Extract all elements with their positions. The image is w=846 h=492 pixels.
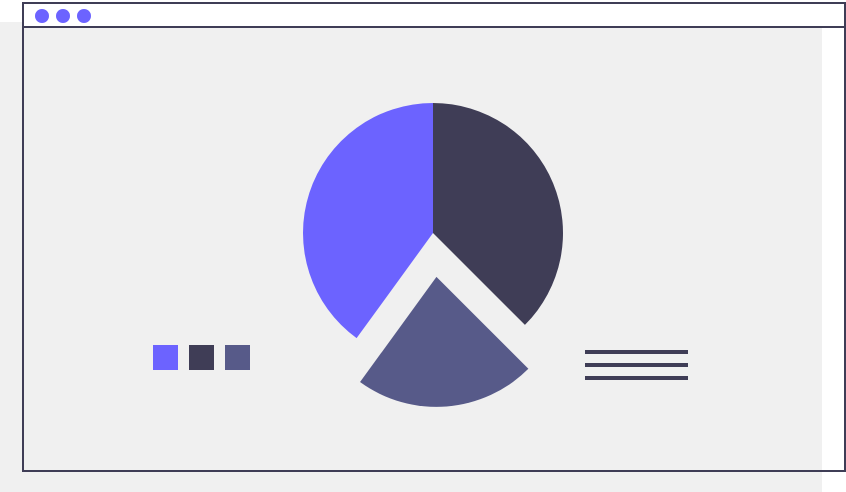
legend-swatch-3 bbox=[225, 345, 250, 370]
text-line-3 bbox=[585, 376, 688, 380]
browser-window bbox=[22, 2, 846, 472]
window-dot-3[interactable] bbox=[77, 9, 91, 23]
title-bar bbox=[24, 4, 844, 28]
legend-swatch-1 bbox=[153, 345, 178, 370]
text-line-1 bbox=[585, 350, 688, 354]
window-dot-2[interactable] bbox=[56, 9, 70, 23]
pie-slice-1 bbox=[433, 103, 564, 325]
text-line-2 bbox=[585, 363, 688, 367]
pie-slice-2 bbox=[360, 276, 529, 407]
window-dot-1[interactable] bbox=[35, 9, 49, 23]
text-lines bbox=[585, 350, 688, 389]
pie-slice-3 bbox=[302, 103, 433, 339]
legend-swatch-2 bbox=[189, 345, 214, 370]
pie-slices bbox=[302, 103, 564, 407]
